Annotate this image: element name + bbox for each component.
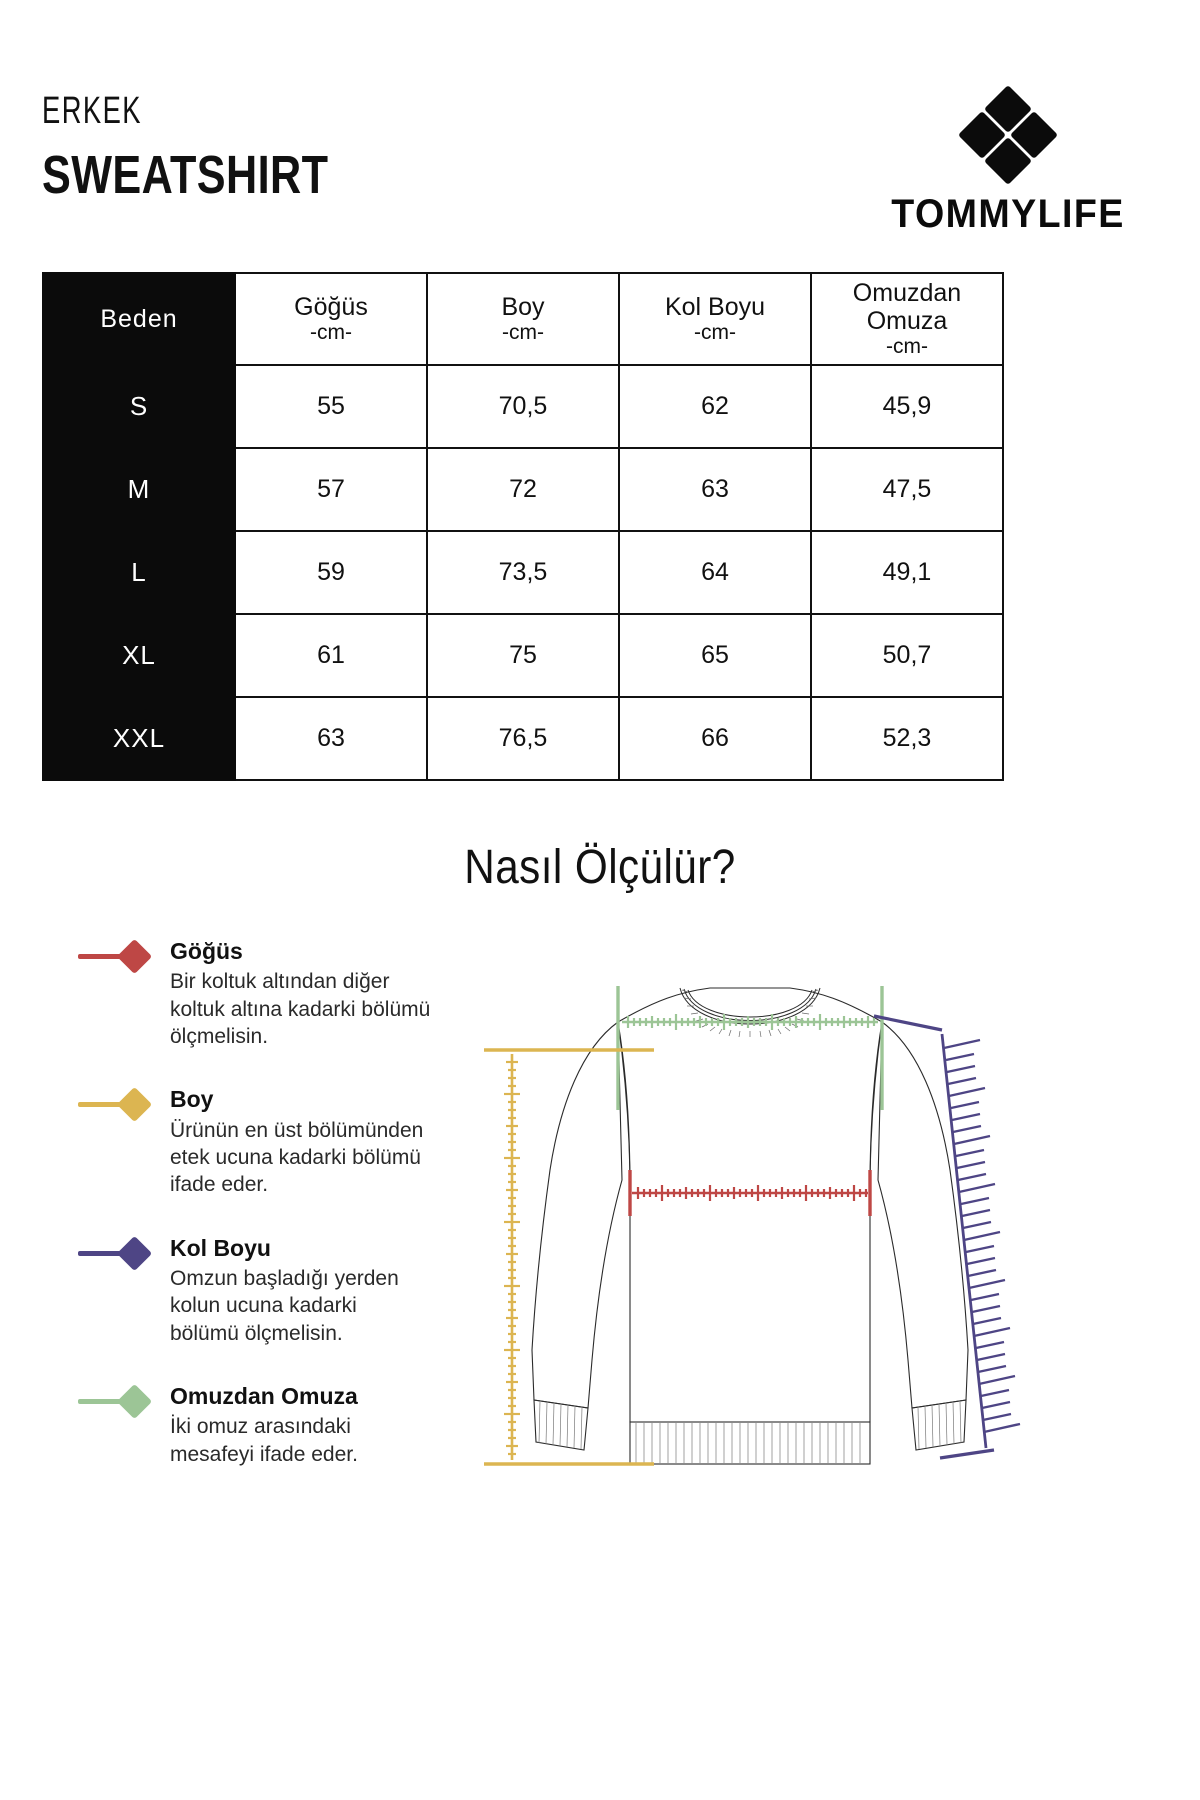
neck-ribbing (679, 987, 821, 1025)
cell-boy: 70,5 (426, 364, 620, 449)
marker-stem (78, 1102, 130, 1108)
cell-kol: 66 (618, 696, 812, 781)
cell-size: XL (42, 613, 236, 698)
page-title: SWEATSHIRT (42, 145, 329, 205)
legend-label: Göğüs (170, 938, 243, 964)
cell-omuz: 45,9 (810, 364, 1004, 449)
column-header-gogus: Göğüs -cm- (234, 272, 428, 366)
cell-kol: 65 (618, 613, 812, 698)
page-kicker: ERKEK (42, 90, 142, 132)
diamond-marker-chest-icon (78, 938, 164, 975)
marker-stem (78, 954, 130, 959)
cell-boy: 75 (426, 613, 620, 698)
table-row: L 59 73,5 64 49,1 (42, 530, 1004, 615)
cell-omuz: 50,7 (810, 613, 1004, 698)
diamond-marker-length-icon (78, 1087, 164, 1123)
table-row: S 55 70,5 62 45,9 (42, 364, 1004, 449)
hem-rib-lines (635, 1423, 861, 1463)
marker-stem (78, 1250, 130, 1256)
cell-omuz: 49,1 (810, 530, 1004, 615)
cell-omuz: 52,3 (810, 696, 1004, 781)
cell-size: M (42, 447, 236, 532)
size-chart-table: Beden Göğüs -cm- Boy -cm- Kol Boyu -cm- … (42, 272, 1004, 781)
cell-gogus: 63 (234, 696, 428, 781)
column-header-boy: Boy -cm- (426, 272, 620, 366)
cell-gogus: 55 (234, 364, 428, 449)
cell-kol: 63 (618, 447, 812, 532)
legend-item-kol-boyu: Kol Boyu Omzun başladığı yerden kolun uc… (78, 1235, 498, 1347)
garment-illustration (470, 930, 1030, 1510)
column-header-kol-boyu: Kol Boyu -cm- (618, 272, 812, 366)
sleeve-ruler (873, 1014, 1021, 1460)
cell-gogus: 59 (234, 530, 428, 615)
table-row: XXL 63 76,5 66 52,3 (42, 696, 1004, 781)
title-block: ERKEK SWEATSHIRT (42, 92, 400, 202)
cell-boy: 73,5 (426, 530, 620, 615)
page-header: ERKEK SWEATSHIRT TOMMYLIFE (42, 84, 1158, 242)
brand-block: TOMMYLIFE (858, 84, 1158, 236)
right-cuff-lines (917, 1400, 962, 1450)
table-row: M 57 72 63 47,5 (42, 447, 1004, 532)
left-cuff-lines (538, 1400, 583, 1450)
cell-boy: 76,5 (426, 696, 620, 781)
marker-diamond (116, 1087, 153, 1123)
length-ruler (484, 1048, 654, 1466)
cell-kol: 64 (618, 530, 812, 615)
table-header-row: Beden Göğüs -cm- Boy -cm- Kol Boyu -cm- … (42, 272, 1004, 366)
legend-label: Boy (170, 1086, 214, 1113)
how-to-measure-title: Nasıl Ölçülür? (464, 841, 736, 894)
diamond-marker-sleeve-icon (78, 1235, 164, 1271)
marker-diamond (116, 938, 153, 975)
cell-omuz: 47,5 (810, 447, 1004, 532)
cell-size: S (42, 364, 236, 449)
right-cuff (911, 1399, 967, 1451)
column-header-omuzdan-omuza: Omuzdan Omuza -cm- (810, 272, 1004, 366)
legend-item-gogus: Göğüs Bir koltuk altından diğer koltuk a… (78, 938, 498, 1050)
legend-description: Bir koltuk altından diğer koltuk altına … (170, 970, 431, 1049)
hem-ribbing (629, 1421, 871, 1465)
legend-description: Ürünün en üst bölümünden etek ucuna kada… (170, 1118, 424, 1197)
four-diamond-logo-icon (948, 84, 1068, 186)
legend-description: Omzun başladığı yerden kolun ucuna kadar… (170, 1267, 399, 1345)
marker-stem (78, 1398, 130, 1404)
brand-name: TOMMYLIFE (891, 192, 1125, 236)
cell-gogus: 61 (234, 613, 428, 698)
cell-gogus: 57 (234, 447, 428, 532)
shoulder-ruler (616, 986, 884, 1110)
chest-ruler (628, 1170, 872, 1216)
sweatshirt-outline (531, 987, 969, 1423)
legend-description: İki omuz arasındaki mesafeyi ifade eder. (170, 1415, 358, 1466)
left-cuff (533, 1399, 589, 1451)
marker-diamond (116, 1383, 153, 1420)
diamond-marker-shoulder-icon (78, 1383, 164, 1420)
cell-kol: 62 (618, 364, 812, 449)
cell-boy: 72 (426, 447, 620, 532)
cell-size: L (42, 530, 236, 615)
legend-label: Kol Boyu (170, 1234, 271, 1261)
marker-diamond (116, 1235, 153, 1271)
legend-item-omuzdan-omuza: Omuzdan Omuza İki omuz arasındaki mesafe… (78, 1383, 498, 1468)
measurement-legend: Göğüs Bir koltuk altından diğer koltuk a… (78, 938, 498, 1468)
legend-item-boy: Boy Ürünün en üst bölümünden etek ucuna … (78, 1086, 498, 1198)
cell-size: XXL (42, 696, 236, 781)
legend-label: Omuzdan Omuza (170, 1382, 358, 1409)
column-header-beden: Beden (42, 272, 236, 366)
table-row: XL 61 75 65 50,7 (42, 613, 1004, 698)
